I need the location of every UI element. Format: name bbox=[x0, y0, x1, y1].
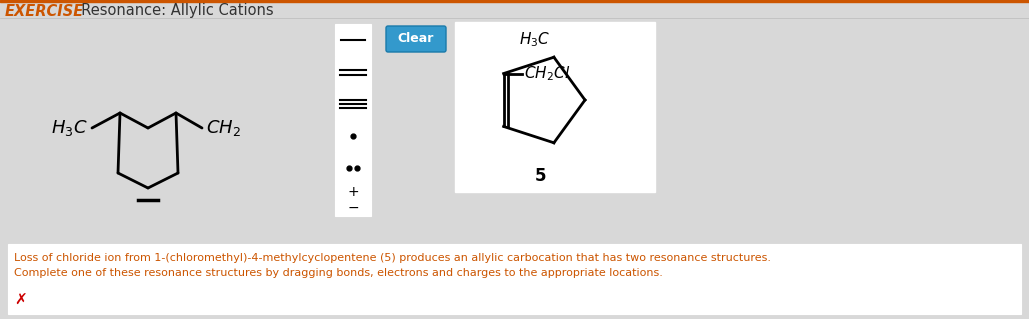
Text: 5: 5 bbox=[534, 167, 545, 185]
Bar bbox=[335, 184, 371, 200]
Bar bbox=[335, 152, 371, 184]
Bar bbox=[455, 22, 655, 192]
Text: $CH_2Cl$: $CH_2Cl$ bbox=[524, 64, 570, 83]
Bar bbox=[0, 18, 1029, 256]
Text: $CH_2$: $CH_2$ bbox=[206, 118, 241, 138]
Text: EXERCISE: EXERCISE bbox=[5, 4, 84, 19]
FancyBboxPatch shape bbox=[386, 26, 446, 52]
Text: +: + bbox=[347, 185, 359, 199]
Bar bbox=[335, 88, 371, 120]
Text: Loss of chloride ion from 1-(chloromethyl)-4-methylcyclopentene (5) produces an : Loss of chloride ion from 1-(chloromethy… bbox=[14, 253, 771, 263]
Text: Complete one of these resonance structures by dragging bonds, electrons and char: Complete one of these resonance structur… bbox=[14, 268, 663, 278]
Bar bbox=[0, 0, 1029, 2]
Bar bbox=[8, 244, 1021, 314]
Bar bbox=[335, 200, 371, 216]
Text: Clear: Clear bbox=[398, 33, 434, 46]
Text: $H_3C$: $H_3C$ bbox=[51, 118, 88, 138]
Text: Resonance: Allylic Cations: Resonance: Allylic Cations bbox=[72, 4, 274, 19]
Text: −: − bbox=[347, 201, 359, 215]
Bar bbox=[335, 56, 371, 88]
Text: ✗: ✗ bbox=[14, 293, 27, 308]
Bar bbox=[335, 120, 371, 152]
Bar bbox=[335, 24, 371, 56]
Text: $H_3C$: $H_3C$ bbox=[519, 31, 549, 49]
